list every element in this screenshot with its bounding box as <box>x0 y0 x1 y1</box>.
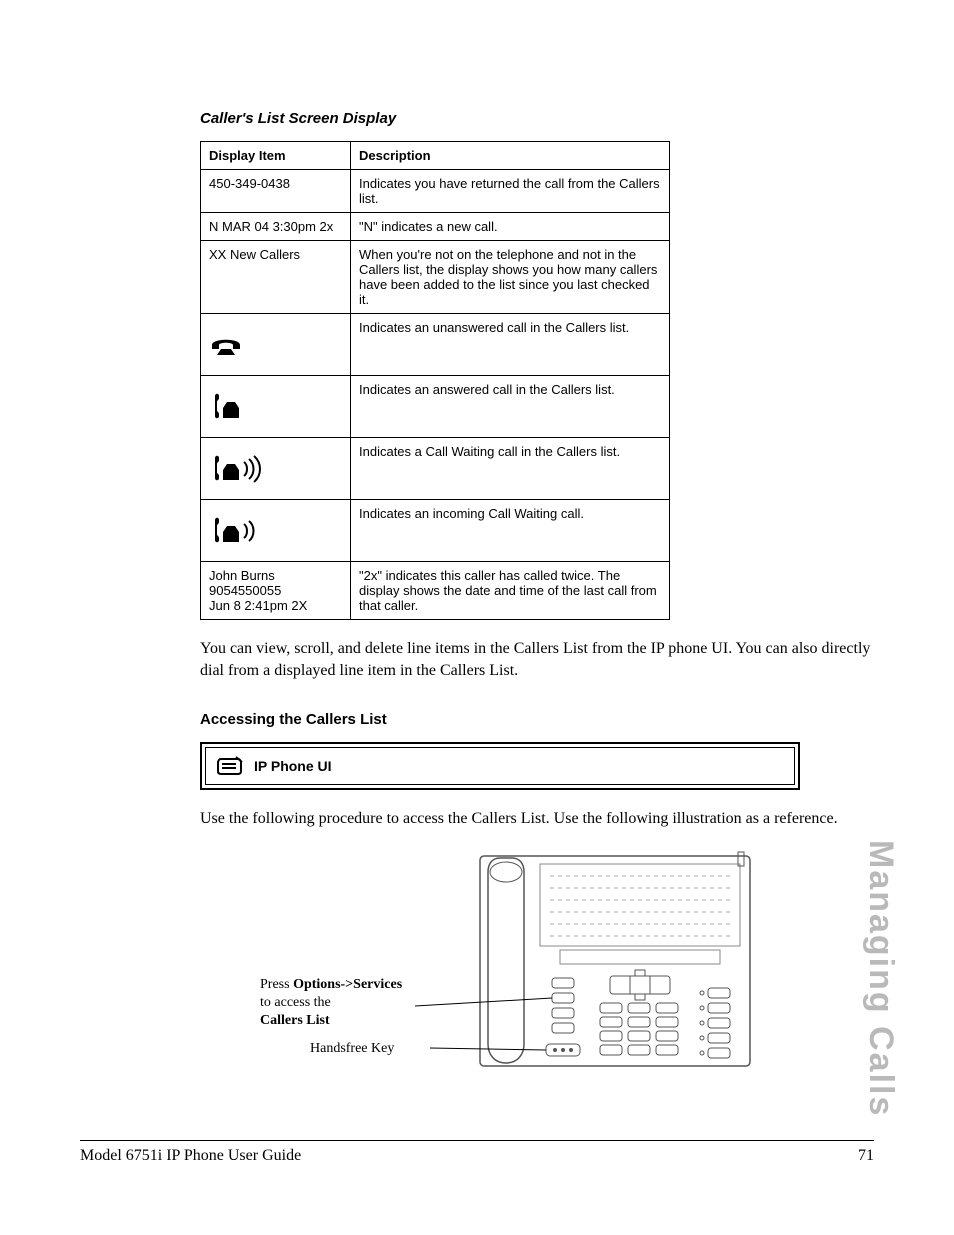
paragraph: You can view, scroll, and delete line it… <box>200 638 880 681</box>
cell-desc: Indicates you have returned the call fro… <box>351 170 670 213</box>
footer-title: Model 6751i IP Phone User Guide <box>80 1147 301 1165</box>
header-display-item: Display Item <box>201 142 351 170</box>
ip-phone-ui-box: IP Phone UI <box>200 742 800 790</box>
cell-desc: "N" indicates a new call. <box>351 213 670 241</box>
cell-desc: Indicates an answered call in the Caller… <box>351 376 670 438</box>
phone-ui-icon <box>216 756 244 776</box>
table-row: 450-349-0438 Indicates you have returned… <box>201 170 670 213</box>
page-footer: Model 6751i IP Phone User Guide 71 <box>80 1140 874 1165</box>
table-row: Indicates an incoming Call Waiting call. <box>201 500 670 562</box>
page-number: 71 <box>858 1147 874 1165</box>
phone-incoming-waiting-icon <box>201 500 351 562</box>
cell-item: XX New Callers <box>201 241 351 314</box>
section-title: Caller's List Screen Display <box>200 110 874 127</box>
paragraph: Use the following procedure to access th… <box>200 808 880 830</box>
cell-desc: Indicates an unanswered call in the Call… <box>351 314 670 376</box>
table-row: Indicates a Call Waiting call in the Cal… <box>201 438 670 500</box>
header-description: Description <box>351 142 670 170</box>
cell-item: N MAR 04 3:30pm 2x <box>201 213 351 241</box>
phone-onhook-icon <box>201 314 351 376</box>
table-row: Indicates an answered call in the Caller… <box>201 376 670 438</box>
table-row: Indicates an unanswered call in the Call… <box>201 314 670 376</box>
table-row: XX New Callers When you're not on the te… <box>201 241 670 314</box>
cell-item: 450-349-0438 <box>201 170 351 213</box>
cell-desc: Indicates a Call Waiting call in the Cal… <box>351 438 670 500</box>
section-tab: Managing Calls <box>861 840 900 1117</box>
page: Caller's List Screen Display Display Ite… <box>0 0 954 1235</box>
table-row: John Burns 9054550055 Jun 8 2:41pm 2X "2… <box>201 562 670 620</box>
table-header-row: Display Item Description <box>201 142 670 170</box>
ip-phone-ui-label: IP Phone UI <box>254 758 332 774</box>
sub-heading: Accessing the Callers List <box>200 711 874 728</box>
phone-call-waiting-icon <box>201 438 351 500</box>
phone-illustration: Press Options->Services to access the Ca… <box>260 848 780 1078</box>
callout-handsfree: Handsfree Key <box>310 1040 394 1058</box>
callers-list-table: Display Item Description 450-349-0438 In… <box>200 141 670 620</box>
cell-desc: "2x" indicates this caller has called tw… <box>351 562 670 620</box>
table-row: N MAR 04 3:30pm 2x "N" indicates a new c… <box>201 213 670 241</box>
cell-item: John Burns 9054550055 Jun 8 2:41pm 2X <box>201 562 351 620</box>
callout-options: Press Options->Services to access the Ca… <box>260 976 460 1031</box>
cell-desc: Indicates an incoming Call Waiting call. <box>351 500 670 562</box>
phone-offhook-icon <box>201 376 351 438</box>
cell-desc: When you're not on the telephone and not… <box>351 241 670 314</box>
